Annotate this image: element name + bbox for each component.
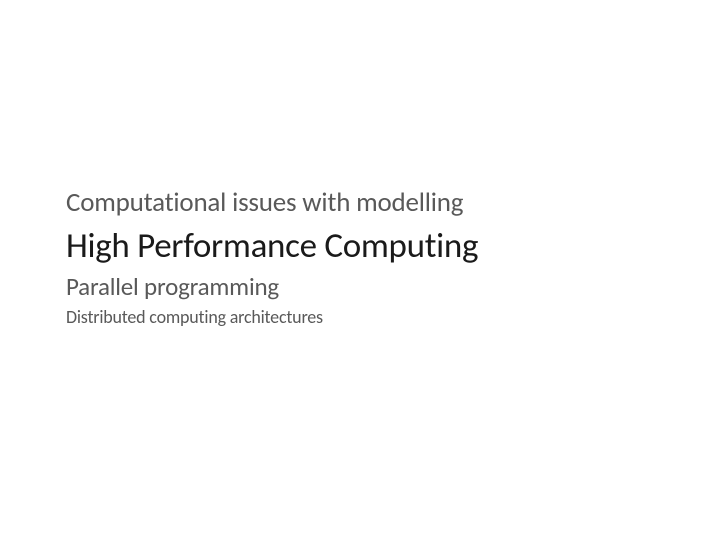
text-line-2: High Performance Computing	[66, 225, 478, 267]
text-line-1: Computational issues with modelling	[66, 186, 478, 219]
text-line-4: Distributed computing architectures	[66, 306, 478, 328]
slide-content: Computational issues with modelling High…	[66, 186, 478, 328]
text-line-3: Parallel programming	[66, 271, 478, 302]
